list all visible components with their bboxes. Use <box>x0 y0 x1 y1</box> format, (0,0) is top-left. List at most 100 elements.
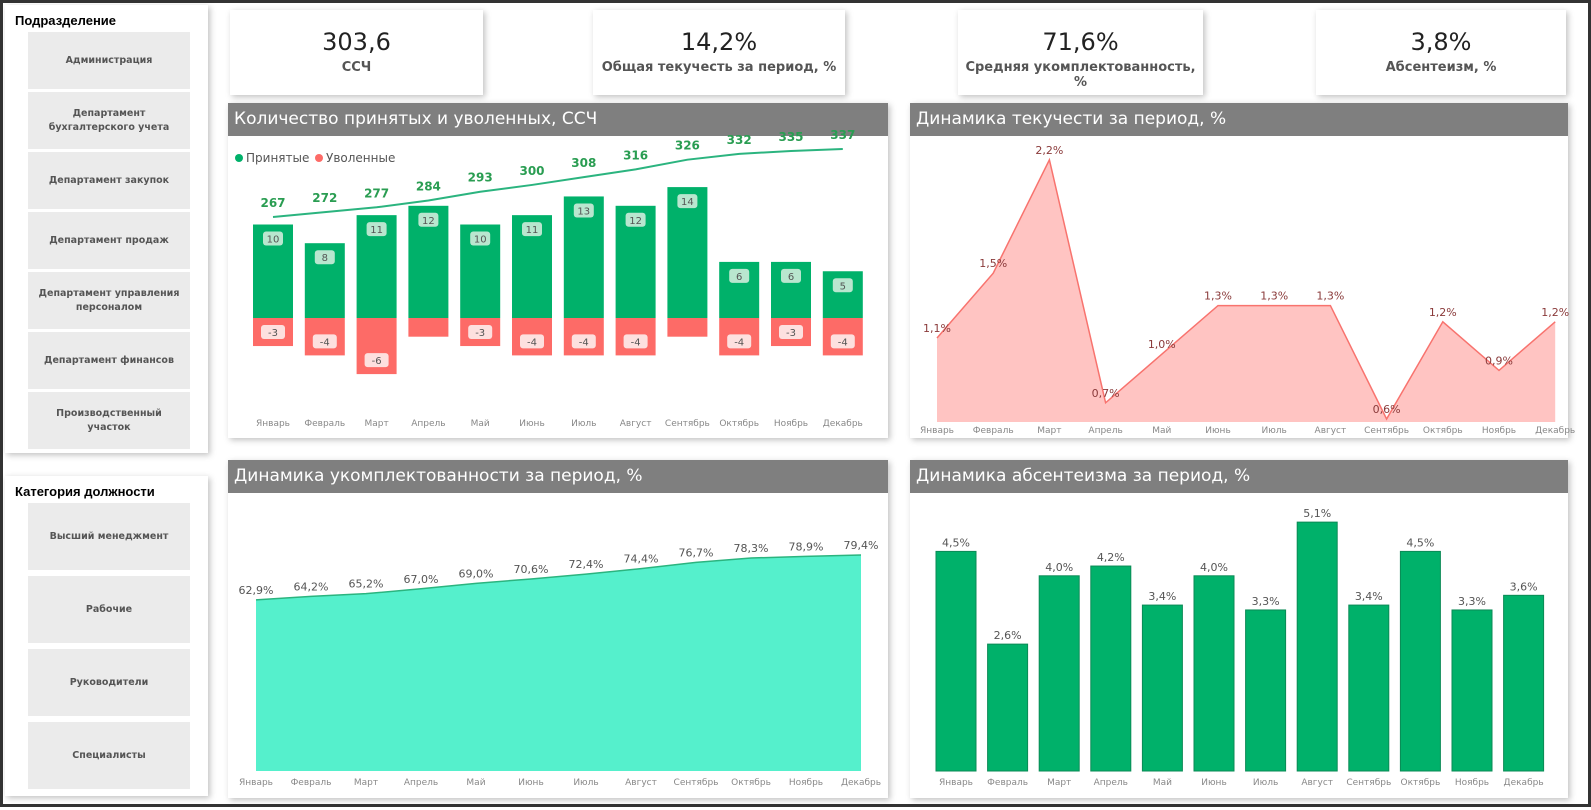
x-tick-label: Июнь <box>518 778 544 788</box>
slicer-title: Подразделение <box>15 13 117 28</box>
data-label-bg <box>830 334 855 349</box>
slicer-item[interactable]: Рабочие <box>28 576 190 643</box>
x-tick-label: Сентябрь <box>1364 426 1409 436</box>
charts-canvas: Принятые Уволенные 10 -3 8 -4 11 -6 12 10 -3 11 -4 13… <box>235 128 1575 788</box>
slicer-title: Категория должности <box>15 484 155 499</box>
bar-absenteeism <box>1038 575 1080 772</box>
bar-absenteeism <box>1451 609 1493 772</box>
kpi-label: Абсентеизм, % <box>1385 60 1497 75</box>
slicer-item[interactable]: Департамент финансов <box>28 332 190 389</box>
x-tick-label: Июль <box>571 419 596 429</box>
slicer-item[interactable]: Администрация <box>28 32 190 89</box>
data-label: 1,3% <box>1260 290 1288 303</box>
x-tick-label: Ноябрь <box>789 778 823 788</box>
x-tick-label: Ноябрь <box>1482 426 1516 436</box>
data-label-fired: -3 <box>475 328 485 339</box>
data-label: 67,0% <box>404 573 439 586</box>
data-label-bg <box>312 334 337 349</box>
data-label-bg <box>832 278 853 293</box>
bar-absenteeism <box>1348 604 1390 772</box>
kpi-label: ССЧ <box>341 60 372 75</box>
bar-absenteeism <box>1090 565 1132 772</box>
x-tick-label: Май <box>466 778 485 788</box>
bar-absenteeism <box>1296 521 1338 772</box>
x-tick-label: Ноябрь <box>774 419 808 429</box>
x-tick-label: Август <box>625 778 657 788</box>
x-tick-label: Март <box>1037 426 1061 436</box>
data-label-bg <box>625 212 646 227</box>
data-label-headcount: 293 <box>468 171 493 185</box>
data-label: 76,7% <box>679 546 714 559</box>
line-headcount <box>272 148 843 218</box>
data-label-hired: 12 <box>629 216 642 227</box>
data-label: 4,0% <box>1200 561 1228 574</box>
chart-title: Динамика текучести за период, % <box>910 103 1568 136</box>
data-label-bg <box>364 353 389 368</box>
data-label-bg <box>571 334 596 349</box>
x-tick-label: Июнь <box>1201 778 1227 788</box>
slicer-item[interactable]: Департамент продаж <box>28 212 190 269</box>
data-label-headcount: 267 <box>260 196 285 210</box>
data-label-bg <box>263 231 283 246</box>
line-staffing <box>255 554 862 601</box>
data-label-bg <box>677 194 698 209</box>
slicer-item[interactable]: Департамент управления персоналом <box>28 272 190 329</box>
x-tick-label: Февраль <box>987 778 1028 788</box>
data-label: 0,7% <box>1092 387 1120 400</box>
data-label-fired: -4 <box>631 337 641 348</box>
slicer-item[interactable]: Департамент бухгалтерского учета <box>28 92 190 149</box>
data-label-bg <box>729 268 750 283</box>
data-label: 4,0% <box>1045 561 1073 574</box>
x-tick-label: Сентябрь <box>1346 778 1391 788</box>
data-label-bg <box>623 334 648 349</box>
slicer-item[interactable]: Производственный участок <box>28 392 190 449</box>
x-tick-label: Январь <box>939 778 973 788</box>
kpi-label: Общая текучесть за период, % <box>601 60 837 75</box>
data-label-bg <box>261 325 285 340</box>
kpi-headcount: 303,6 ССЧ <box>230 10 483 95</box>
bar-absenteeism <box>1141 604 1183 772</box>
slicer-item[interactable]: Департамент закупок <box>28 152 190 209</box>
x-tick-label: Апрель <box>1088 426 1122 436</box>
data-label: 2,2% <box>1035 144 1063 157</box>
data-label: 0,6% <box>1373 403 1401 416</box>
data-label-hired: 11 <box>370 225 383 236</box>
x-tick-label: Апрель <box>411 419 445 429</box>
x-tick-label: Декабрь <box>823 419 863 429</box>
data-label-hired: 10 <box>474 235 487 246</box>
x-tick-label: Январь <box>920 426 954 436</box>
x-tick-label: Сентябрь <box>674 778 719 788</box>
data-label: 69,0% <box>459 567 494 580</box>
data-label-hired: 11 <box>526 225 539 236</box>
x-tick-label: Ноябрь <box>1455 778 1489 788</box>
kpi-value: 303,6 <box>322 28 391 56</box>
area-staffing <box>256 555 861 771</box>
data-label: 3,4% <box>1148 590 1176 603</box>
data-label-bg <box>522 222 542 237</box>
data-label-fired: -4 <box>734 337 744 348</box>
data-label-bg <box>520 334 544 349</box>
x-tick-label: Февраль <box>304 419 345 429</box>
slicer-item[interactable]: Специалисты <box>28 722 190 789</box>
legend-fired-marker <box>315 154 323 162</box>
data-label-headcount: 272 <box>312 191 337 205</box>
x-tick-label: Апрель <box>1094 778 1128 788</box>
x-tick-label: Май <box>471 419 490 429</box>
data-label: 1,5% <box>979 257 1007 270</box>
x-tick-label: Октябрь <box>731 778 771 788</box>
data-label-bg <box>781 268 801 283</box>
slicer-item[interactable]: Руководители <box>28 649 190 716</box>
x-tick-label: Август <box>1315 426 1347 436</box>
slicer-item[interactable]: Высший менеджмент <box>28 503 190 570</box>
x-tick-label: Июнь <box>519 419 545 429</box>
data-label: 64,2% <box>294 580 329 593</box>
data-label-hired: 8 <box>322 253 328 264</box>
chart-title: Динамика укомплектованности за период, % <box>228 460 888 493</box>
legend-label: Принятые <box>246 151 309 165</box>
bar-absenteeism <box>935 550 977 772</box>
data-label-fired: -4 <box>838 337 848 348</box>
data-label: 3,3% <box>1458 595 1486 608</box>
data-label-bg <box>468 325 493 340</box>
x-tick-label: Март <box>1047 778 1071 788</box>
legend-hired-marker <box>235 154 243 162</box>
